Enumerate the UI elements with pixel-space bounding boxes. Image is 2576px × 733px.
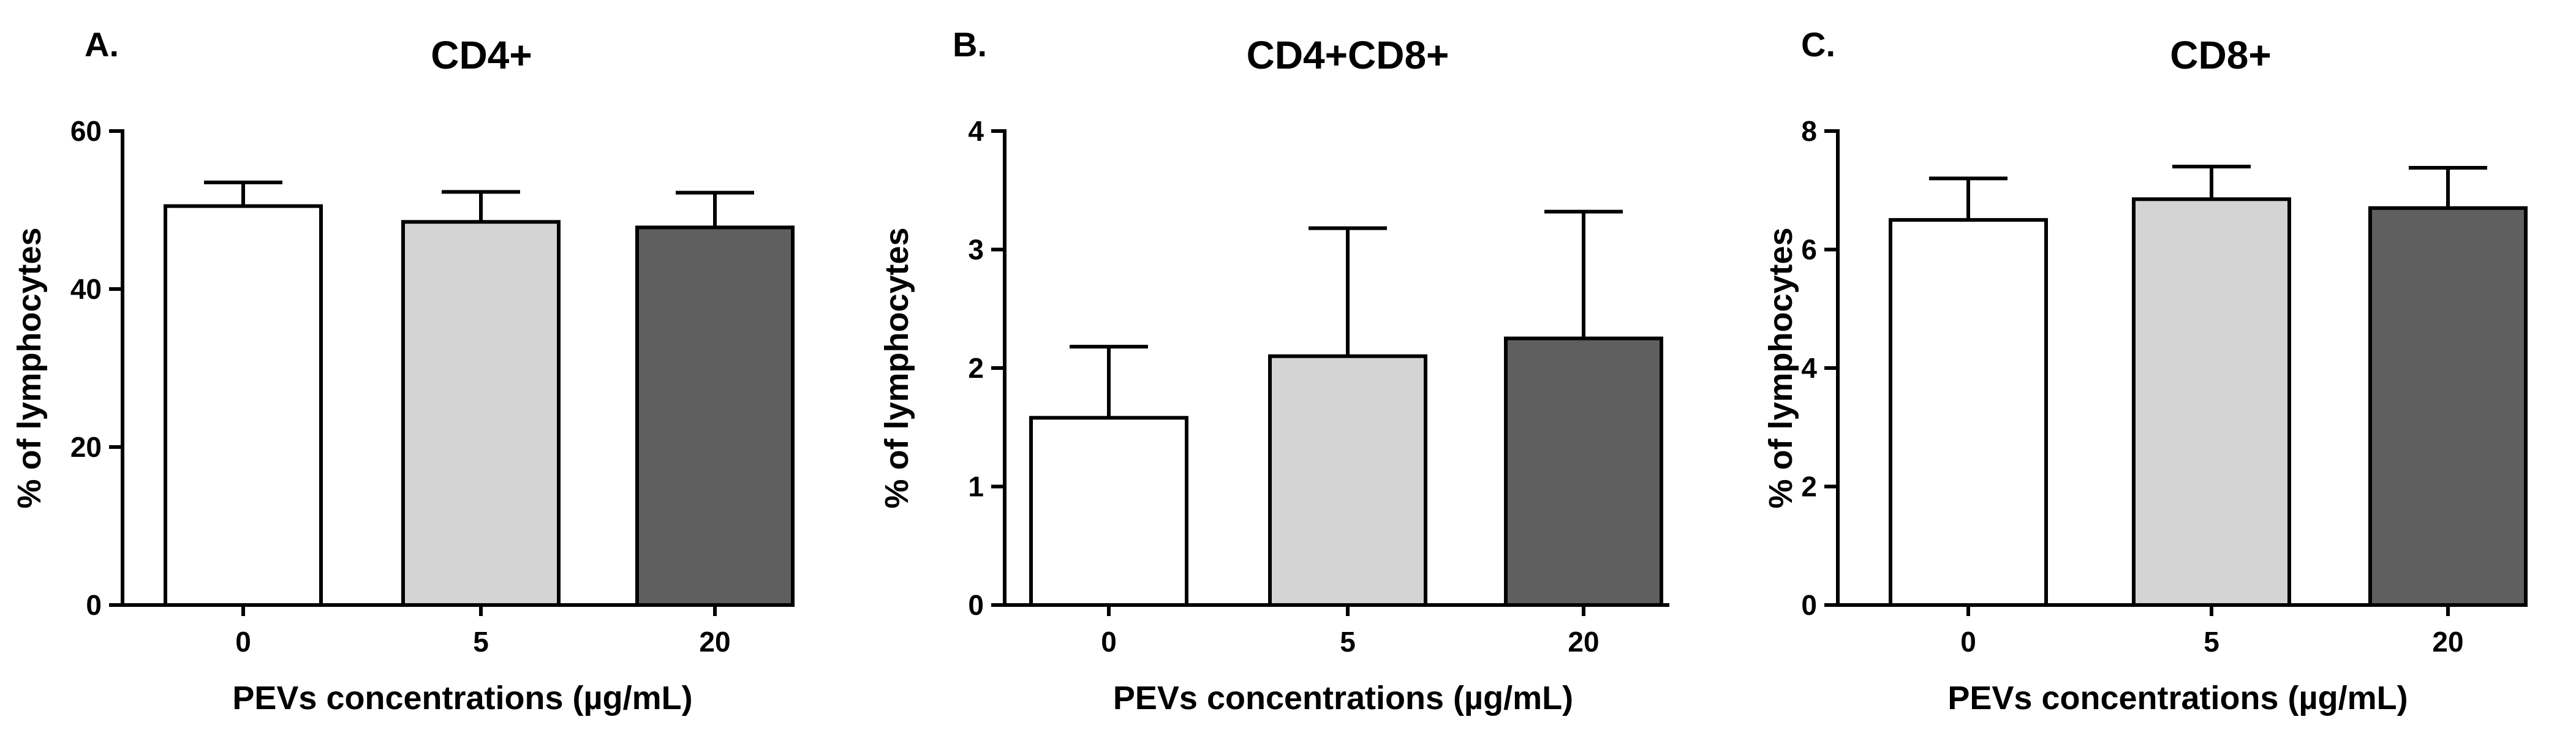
chart-title: CD4+CD8+ bbox=[1247, 33, 1449, 77]
bar-5 bbox=[401, 220, 561, 607]
x-tick-label: 0 bbox=[235, 626, 251, 658]
x-tick-label: 0 bbox=[1960, 626, 1976, 658]
y-tick-label: 4 bbox=[968, 115, 984, 147]
y-tick-label: 0 bbox=[968, 589, 984, 621]
bar-0 bbox=[1029, 416, 1188, 607]
panel-letter: A. bbox=[85, 25, 119, 64]
y-tick-label: 0 bbox=[1801, 589, 1817, 621]
x-axis-label: PEVs concentrations (µg/mL) bbox=[1113, 680, 1573, 716]
x-tick-label: 0 bbox=[1101, 626, 1117, 658]
bar-20 bbox=[1504, 336, 1663, 607]
y-tick-label: 2 bbox=[1801, 471, 1817, 503]
x-tick-label: 5 bbox=[473, 626, 489, 658]
x-tick-label: 20 bbox=[2432, 626, 2463, 658]
y-tick-label: 2 bbox=[968, 352, 984, 384]
bar-20 bbox=[635, 225, 795, 607]
chart-title: CD4+ bbox=[431, 33, 532, 77]
y-tick-label: 1 bbox=[968, 471, 984, 503]
x-axis-label: PEVs concentrations (µg/mL) bbox=[1947, 680, 2408, 716]
y-axis-label: % of lymphocytes bbox=[1762, 227, 1799, 508]
x-tick-label: 20 bbox=[699, 626, 730, 658]
y-tick-label: 3 bbox=[968, 234, 984, 266]
chart-title: CD8+ bbox=[2170, 33, 2271, 77]
y-tick-label: 20 bbox=[70, 431, 102, 463]
y-tick-label: 0 bbox=[86, 589, 102, 621]
chart-panel-3: C. CD8+ % of lymphocytes 0 5 20 0 2 4 6 8 PEVs conc… bbox=[1762, 25, 2528, 716]
x-tick-label: 5 bbox=[1340, 626, 1356, 658]
bar-0 bbox=[164, 204, 323, 607]
bar-0 bbox=[1889, 218, 2048, 607]
y-axis-label: % of lymphocytes bbox=[878, 227, 915, 508]
bar-5 bbox=[2132, 197, 2291, 607]
bar-5 bbox=[1268, 354, 1427, 607]
x-tick-label: 5 bbox=[2204, 626, 2219, 658]
x-tick-label: 20 bbox=[1568, 626, 1599, 658]
y-tick-label: 40 bbox=[70, 273, 102, 305]
chart-panel-2: B. CD4+CD8+ % of lymphocytes 0 5 20 0 1 2 3 4 PEVs … bbox=[878, 25, 1669, 716]
y-tick-label: 60 bbox=[70, 115, 102, 147]
bar-20 bbox=[2368, 206, 2528, 607]
y-tick-label: 8 bbox=[1801, 115, 1817, 147]
panel-letter: B. bbox=[953, 25, 987, 64]
y-axis-label: % of lymphocytes bbox=[11, 227, 48, 508]
y-tick-label: 4 bbox=[1801, 352, 1817, 384]
y-tick-label: 6 bbox=[1801, 234, 1817, 266]
x-axis-label: PEVs concentrations (µg/mL) bbox=[232, 680, 692, 716]
chart-panel-1: A. CD4+ % of lymphocytes 0 5 20 0 20 40 60 PEVs co… bbox=[11, 25, 795, 716]
panel-letter: C. bbox=[1801, 25, 1835, 64]
